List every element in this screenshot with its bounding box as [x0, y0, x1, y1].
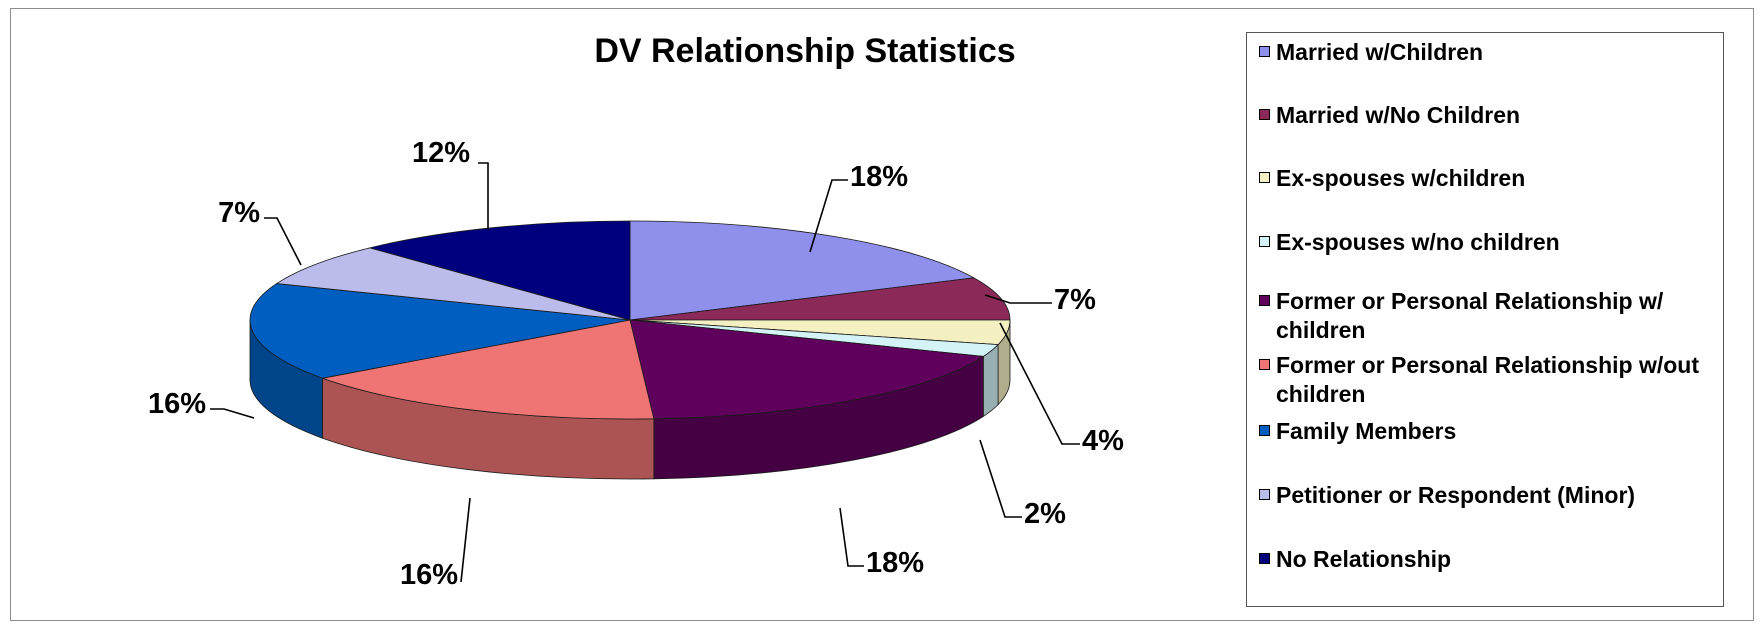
legend-swatch: [1259, 172, 1270, 183]
data-label: 7%: [218, 197, 260, 229]
chart-legend: Married w/Children Married w/No Children E…: [1246, 32, 1724, 607]
data-label: 7%: [1054, 284, 1096, 316]
legend-swatch: [1259, 425, 1270, 436]
leader-line: [210, 408, 255, 419]
pie-slice-family-members: [249, 283, 631, 379]
legend-label: Ex-spouses w/no children: [1276, 229, 1560, 255]
legend-item: Former or Personal Relationship w/ child…: [1259, 287, 1715, 345]
legend-swatch: [1259, 46, 1270, 57]
legend-label: Former or Personal Relationship w/ child…: [1276, 288, 1664, 343]
legend-item: Petitioner or Respondent (Minor): [1259, 481, 1715, 510]
legend-label: Ex-spouses w/children: [1276, 165, 1526, 191]
legend-swatch: [1259, 553, 1270, 564]
data-labels: 18% 7% 4% 2% 18% 16% 16% 7% 12%: [148, 137, 1124, 591]
data-label: 18%: [850, 161, 908, 193]
data-label: 18%: [866, 547, 924, 579]
pie-top-faces: [249, 220, 1011, 420]
pie-slice-former-or-personal-relationship-w-children: [629, 319, 985, 420]
legend-label: Family Members: [1276, 418, 1457, 444]
legend-label: Married w/No Children: [1276, 102, 1521, 128]
legend-label: Married w/Children: [1276, 39, 1484, 65]
legend-swatch: [1259, 295, 1270, 306]
chart-title: DV Relationship Statistics: [594, 32, 1016, 70]
data-label: 2%: [1024, 498, 1066, 530]
data-label: 16%: [148, 388, 206, 420]
legend-label: Petitioner or Respondent (Minor): [1276, 482, 1636, 508]
pie-slice-no-relationship: [368, 220, 631, 321]
legend-item: No Relationship: [1259, 545, 1715, 574]
legend-label: No Relationship: [1276, 546, 1452, 572]
legend-swatch: [1259, 359, 1270, 370]
leader-line: [460, 497, 471, 583]
leader-line: [839, 507, 864, 567]
legend-item: Former or Personal Relationship w/out ch…: [1259, 351, 1715, 409]
legend-label: Former or Personal Relationship w/out ch…: [1276, 352, 1700, 407]
leader-line: [809, 179, 848, 253]
pie-slice-married-w-no-children: [629, 277, 1011, 321]
pie-slice-married-w-children: [629, 220, 976, 321]
leader-line: [264, 217, 302, 266]
pie-slice-former-or-personal-relationship-w-out-children: [321, 319, 655, 420]
legend-item: Married w/Children: [1259, 38, 1715, 67]
pie-slice-petitioner-or-respondent-minor-: [275, 247, 631, 321]
data-label: 4%: [1082, 425, 1124, 457]
legend-item: Married w/No Children: [1259, 101, 1715, 130]
data-label: 12%: [412, 137, 470, 169]
legend-item: Ex-spouses w/no children: [1259, 228, 1715, 257]
legend-swatch: [1259, 236, 1270, 247]
leader-line: [984, 294, 1052, 304]
legend-swatch: [1259, 489, 1270, 500]
data-label: 16%: [400, 559, 458, 591]
legend-item: Ex-spouses w/children: [1259, 164, 1715, 193]
leader-line: [478, 162, 489, 230]
legend-item: Family Members: [1259, 417, 1715, 446]
leader-line: [999, 322, 1080, 445]
leader-line: [979, 439, 1022, 518]
legend-swatch: [1259, 109, 1270, 120]
